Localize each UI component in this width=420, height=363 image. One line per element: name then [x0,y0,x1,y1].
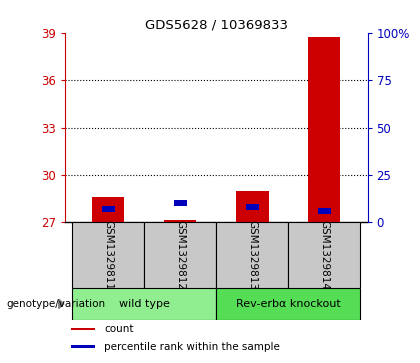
Text: GSM1329814: GSM1329814 [319,220,329,290]
Text: genotype/variation: genotype/variation [6,299,105,309]
Bar [144,223,216,287]
Bar [318,208,331,214]
Text: GSM1329813: GSM1329813 [247,220,257,290]
Title: GDS5628 / 10369833: GDS5628 / 10369833 [145,19,288,32]
Text: wild type: wild type [119,299,170,309]
Bar [72,287,216,320]
Bar [174,200,187,207]
Text: GSM1329812: GSM1329812 [175,220,185,290]
Bar [236,191,268,223]
Bar [288,223,360,287]
Text: GSM1329811: GSM1329811 [103,220,113,290]
Bar [164,220,197,223]
Bar [102,206,115,212]
Bar [216,287,360,320]
Text: Rev-erbα knockout: Rev-erbα knockout [236,299,341,309]
Bar [246,204,259,210]
Bar [71,328,95,330]
Bar [216,223,288,287]
Bar [71,346,95,348]
Bar [92,197,124,223]
Text: count: count [105,324,134,334]
Text: percentile rank within the sample: percentile rank within the sample [105,342,280,352]
Bar [308,37,341,223]
Bar [72,223,144,287]
